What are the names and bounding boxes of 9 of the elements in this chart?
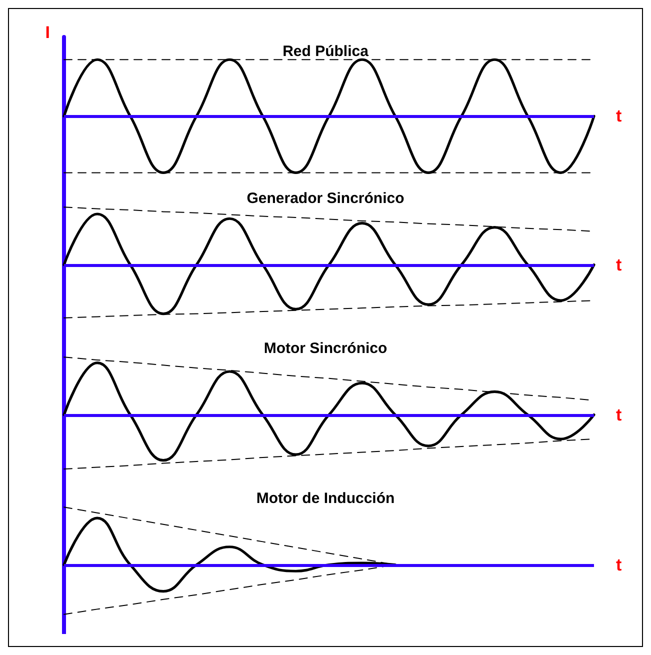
chart-title: Red Pública bbox=[282, 43, 370, 60]
x-axis-title: t bbox=[616, 106, 622, 126]
chart-title: Motor Sincrónico bbox=[264, 340, 388, 357]
x-axis-title: t bbox=[616, 255, 622, 274]
x-axis-title: t bbox=[616, 405, 622, 424]
chart-title: Generador Sincrónico bbox=[246, 190, 404, 207]
y-axis-title: I bbox=[45, 23, 50, 42]
chart-title: Motor de Inducción bbox=[256, 490, 395, 507]
x-axis-title: t bbox=[616, 555, 622, 574]
